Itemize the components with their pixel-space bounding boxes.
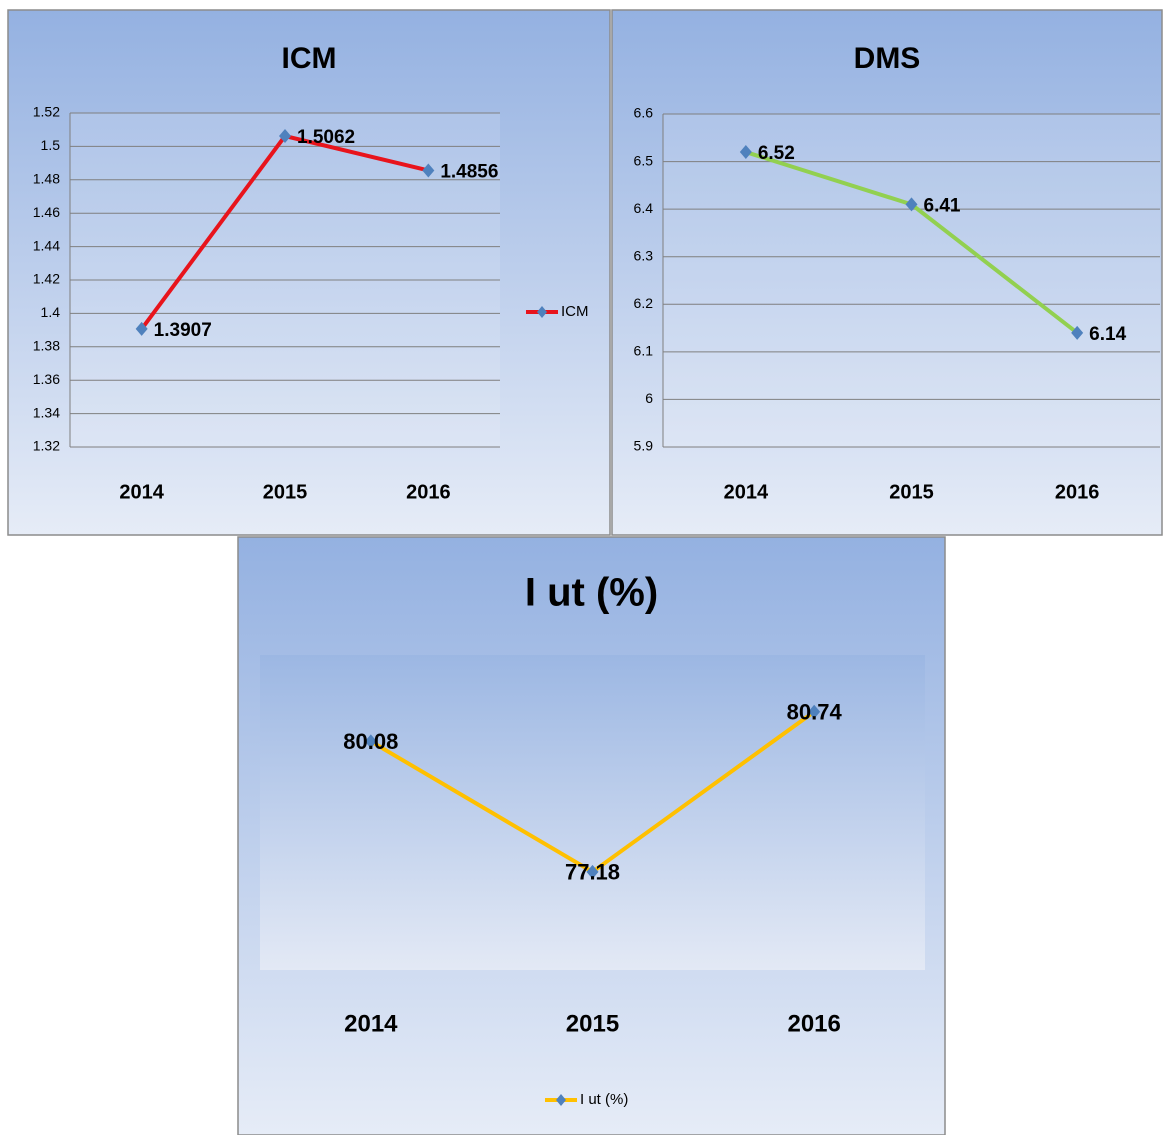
y-tick-label: 5.9 bbox=[634, 438, 654, 454]
x-tick-label: 2016 bbox=[406, 481, 451, 503]
y-tick-label: 6.3 bbox=[634, 247, 654, 263]
marker bbox=[364, 734, 377, 749]
data-label: 1.4856 bbox=[440, 161, 498, 182]
y-tick-label: 1.32 bbox=[33, 438, 60, 454]
y-tick-label: 6.2 bbox=[634, 295, 654, 311]
x-tick-label: 2016 bbox=[787, 1010, 840, 1037]
x-tick-label: 2015 bbox=[889, 481, 934, 503]
y-tick-label: 6.1 bbox=[634, 343, 654, 359]
chart-title: I ut (%) bbox=[525, 571, 658, 615]
y-tick-label: 1.34 bbox=[33, 404, 60, 420]
data-label: 1.5062 bbox=[297, 127, 355, 148]
plot-area bbox=[663, 114, 1160, 447]
chart-panel: DMS 5.9 6 6.1 6.2 6.3 6.4 6.5 6.6 2014 2015 2016 6.5… bbox=[611, 9, 1163, 536]
data-label: 6.41 bbox=[924, 195, 961, 216]
y-tick-label: 1.42 bbox=[33, 271, 60, 287]
chart-title: ICM bbox=[282, 42, 337, 75]
chart-panel: ICM 1.32 1.34 1.36 1.38 1.4 1.42 1.44 1.46 1.48 1.… bbox=[7, 9, 611, 536]
data-label: 77.18 bbox=[565, 860, 620, 885]
y-tick-label: 1.52 bbox=[33, 104, 60, 120]
data-label: 6.52 bbox=[758, 143, 795, 164]
data-label: 80.74 bbox=[787, 700, 843, 725]
y-tick-label: 6.4 bbox=[634, 200, 654, 216]
marker bbox=[422, 163, 435, 178]
x-tick-label: 2015 bbox=[566, 1010, 619, 1037]
legend-marker bbox=[556, 1094, 566, 1106]
y-tick-label: 6 bbox=[645, 390, 653, 406]
chart-title: DMS bbox=[854, 42, 921, 75]
data-label: 1.3907 bbox=[154, 320, 212, 341]
marker bbox=[279, 129, 291, 144]
marker bbox=[1071, 325, 1084, 340]
legend-label: ICM bbox=[561, 303, 589, 320]
marker bbox=[905, 197, 918, 212]
x-tick-label: 2014 bbox=[119, 481, 164, 503]
data-label: 6.14 bbox=[1089, 324, 1126, 345]
y-tick-label: 1.44 bbox=[33, 237, 60, 253]
x-tick-label: 2015 bbox=[263, 481, 308, 503]
x-tick-label: 2016 bbox=[1055, 481, 1100, 503]
chart-panel: I ut (%) 2014 2015 2016 80.08 77.18 80.74 I ut … bbox=[237, 536, 946, 1135]
legend-label: I ut (%) bbox=[580, 1091, 628, 1108]
y-tick-label: 6.5 bbox=[634, 152, 654, 168]
y-tick-label: 1.36 bbox=[33, 371, 60, 387]
marker bbox=[135, 321, 148, 336]
marker bbox=[586, 864, 599, 879]
y-tick-label: 6.6 bbox=[634, 105, 654, 121]
legend-marker bbox=[537, 306, 547, 318]
y-tick-label: 1.46 bbox=[33, 204, 60, 220]
data-label: 80.08 bbox=[343, 729, 398, 754]
marker bbox=[739, 145, 752, 160]
y-tick-label: 1.5 bbox=[41, 137, 61, 153]
marker bbox=[808, 704, 821, 719]
x-tick-label: 2014 bbox=[344, 1010, 398, 1037]
y-tick-label: 1.4 bbox=[41, 304, 61, 320]
y-tick-label: 1.38 bbox=[33, 338, 60, 354]
y-tick-label: 1.48 bbox=[33, 171, 60, 187]
x-tick-label: 2014 bbox=[724, 481, 769, 503]
